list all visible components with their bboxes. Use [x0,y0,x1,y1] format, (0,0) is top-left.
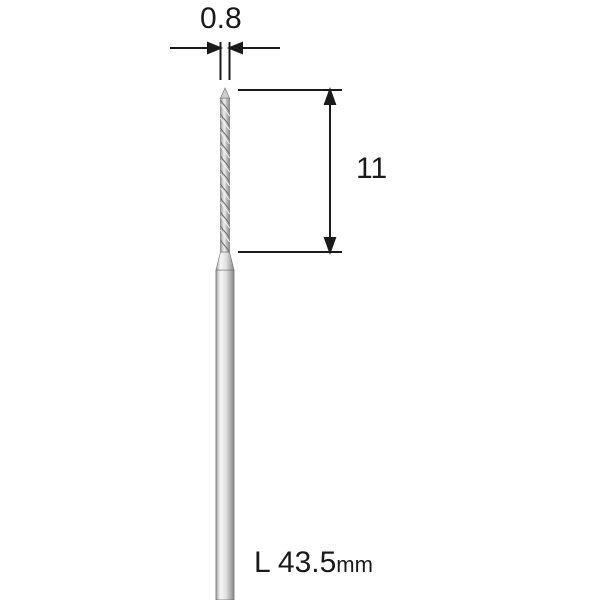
dim-diameter [170,42,280,80]
drill-tip [221,88,230,98]
total-length-label: L 43.5mm [254,546,373,580]
drill-bit-diagram [0,0,600,600]
taper [216,252,234,270]
dim-flute-length [238,90,342,252]
diameter-label: 0.8 [200,2,242,36]
shank [216,270,234,600]
flute-length-label: 11 [356,152,387,186]
